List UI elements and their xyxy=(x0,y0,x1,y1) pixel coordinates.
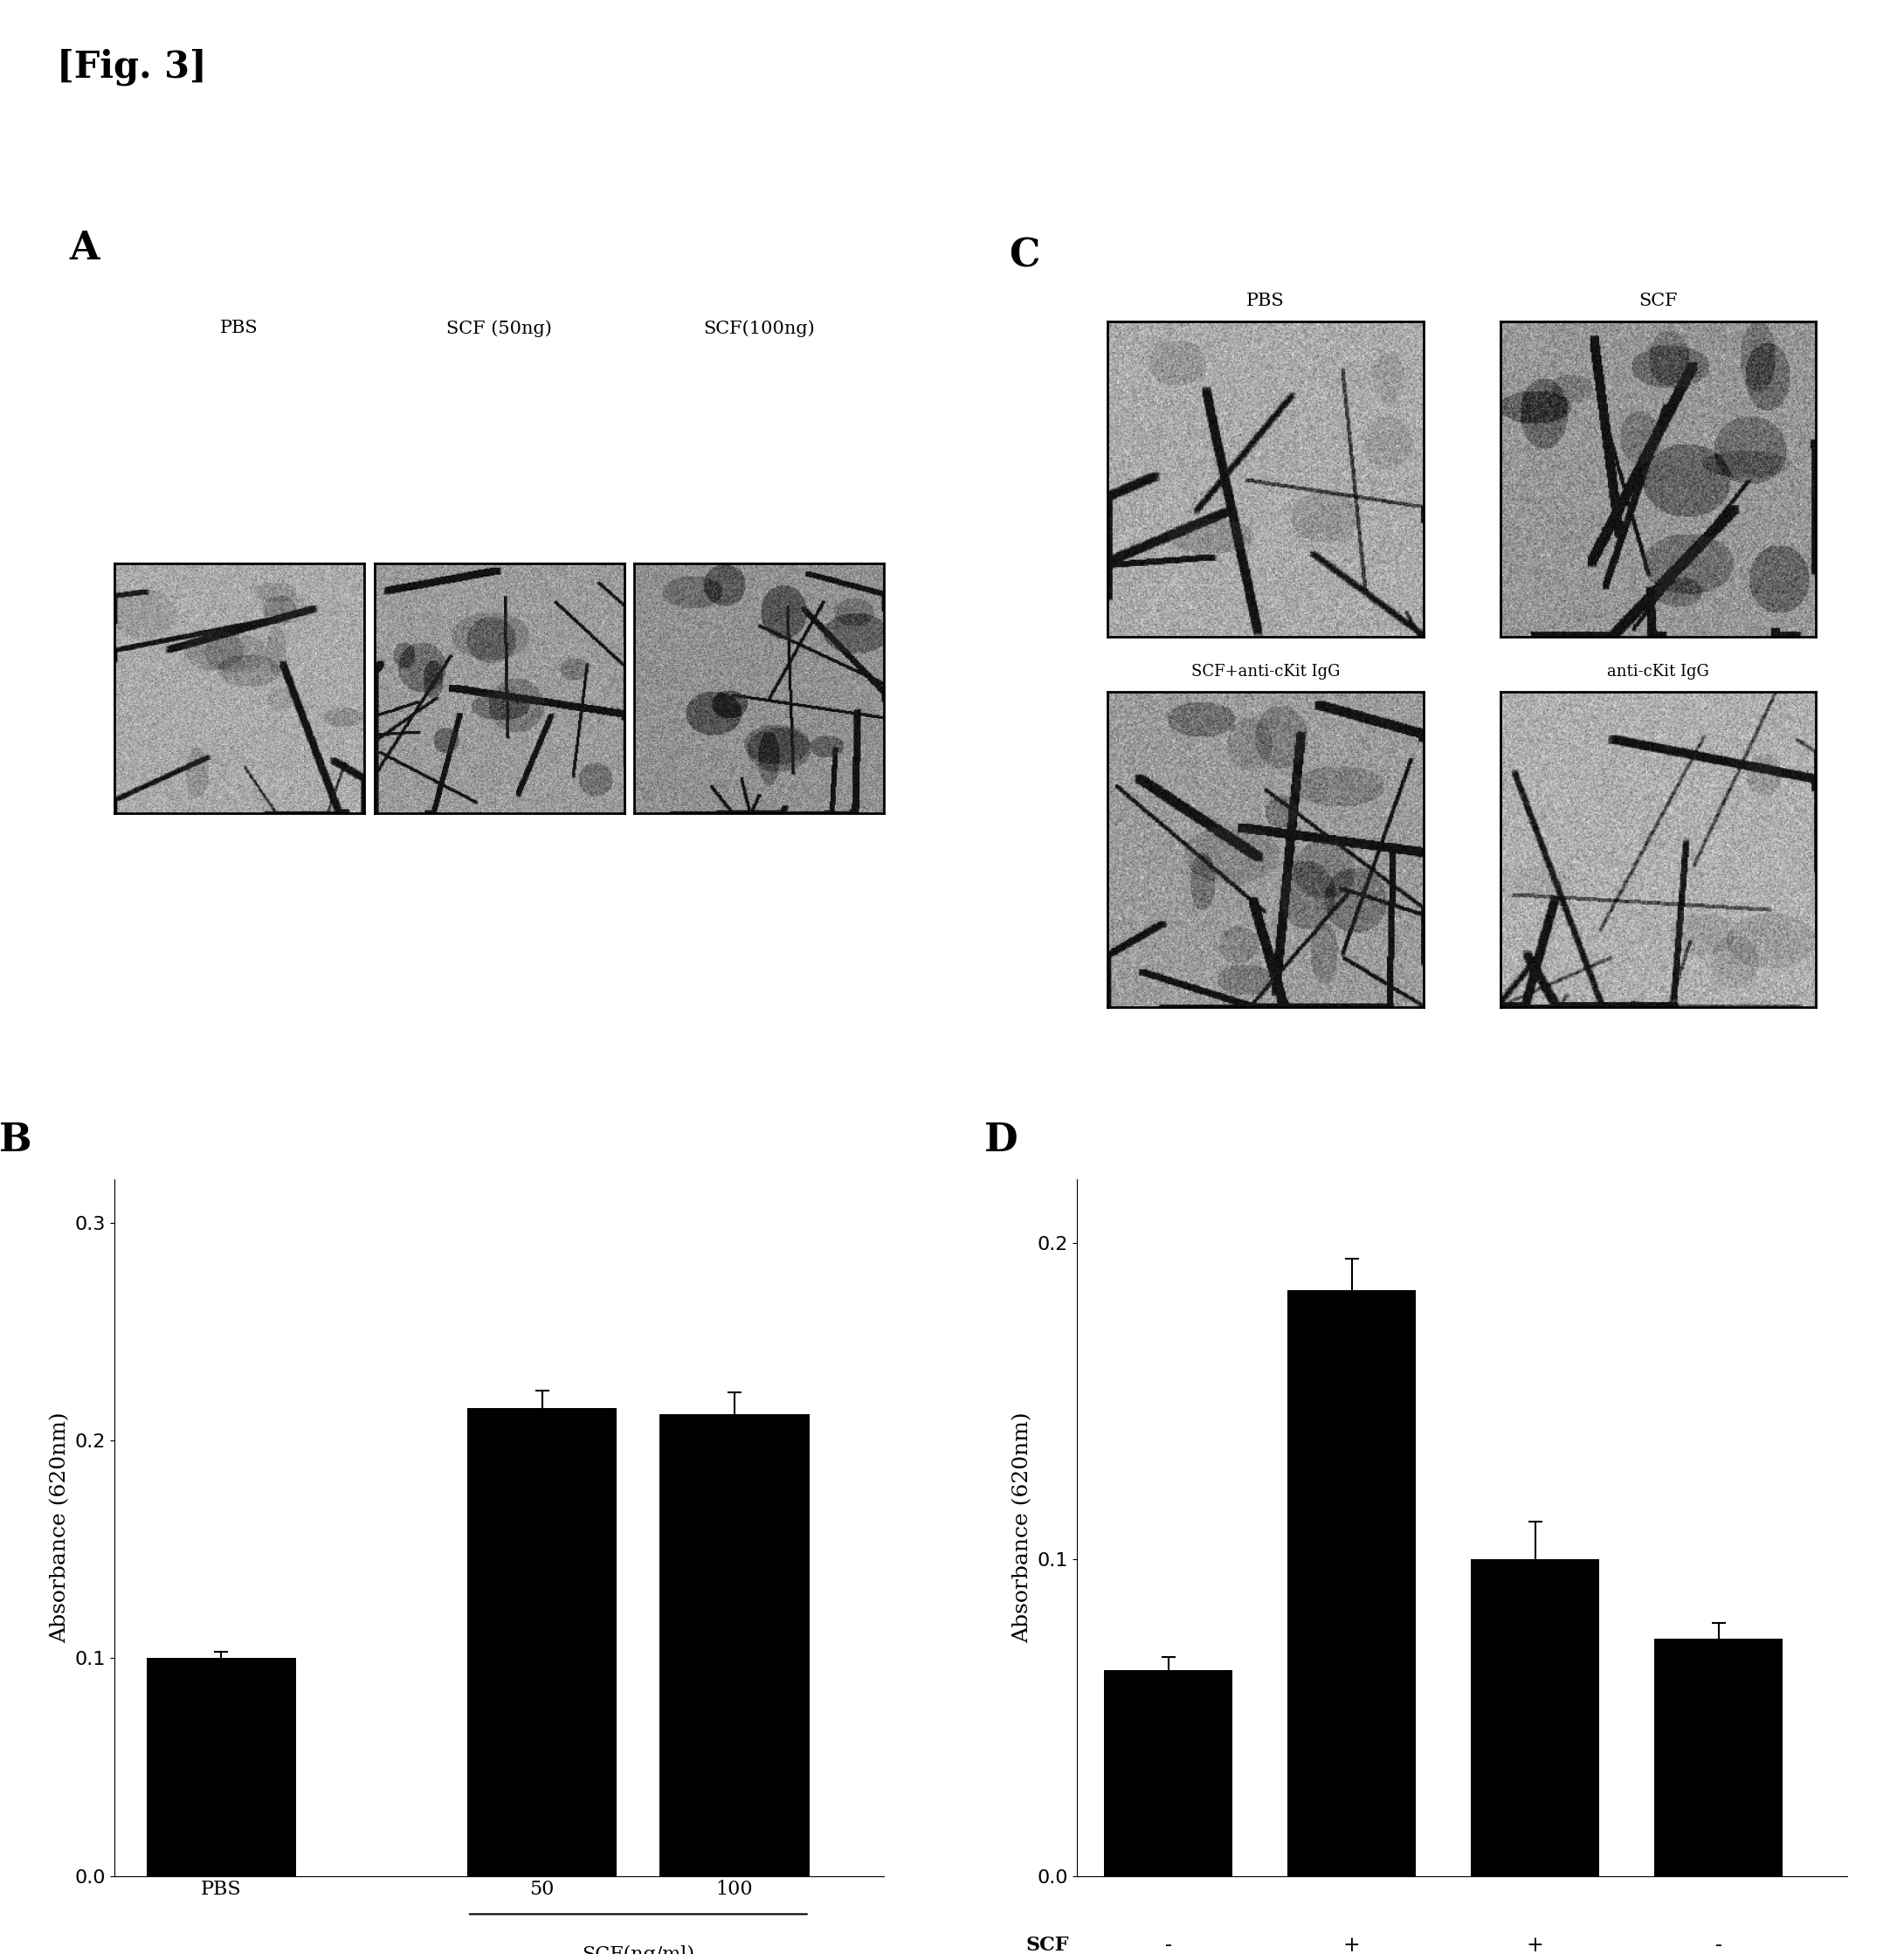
Y-axis label: Absorbance (620nm): Absorbance (620nm) xyxy=(50,1413,70,1643)
Y-axis label: Absorbance (620nm): Absorbance (620nm) xyxy=(1013,1413,1032,1643)
Text: C: C xyxy=(1009,236,1040,276)
Bar xyxy=(659,1415,809,1876)
Text: A: A xyxy=(69,229,99,268)
Text: [Fig. 3]: [Fig. 3] xyxy=(57,49,208,86)
Text: -: - xyxy=(1165,1934,1173,1954)
Text: D: D xyxy=(984,1122,1019,1159)
Text: SCF: SCF xyxy=(1639,293,1677,309)
Text: +: + xyxy=(1342,1934,1361,1954)
Text: SCF(100ng): SCF(100ng) xyxy=(703,320,815,336)
Text: PBS: PBS xyxy=(1247,293,1285,309)
Text: SCF(ng/ml): SCF(ng/ml) xyxy=(583,1946,695,1954)
Bar xyxy=(147,1659,295,1876)
Text: SCF: SCF xyxy=(1026,1936,1070,1954)
Bar xyxy=(1287,1290,1417,1876)
Bar xyxy=(1655,1639,1782,1876)
Bar xyxy=(1104,1671,1232,1876)
Text: -: - xyxy=(1716,1934,1721,1954)
Text: B: B xyxy=(0,1122,32,1159)
Text: SCF+anti-cKit IgG: SCF+anti-cKit IgG xyxy=(1192,664,1340,680)
Text: PBS: PBS xyxy=(221,320,259,336)
Text: SCF (50ng): SCF (50ng) xyxy=(446,320,552,336)
Bar xyxy=(1472,1559,1599,1876)
Bar xyxy=(466,1409,617,1876)
Text: anti-cKit IgG: anti-cKit IgG xyxy=(1607,664,1710,680)
Text: +: + xyxy=(1527,1934,1544,1954)
